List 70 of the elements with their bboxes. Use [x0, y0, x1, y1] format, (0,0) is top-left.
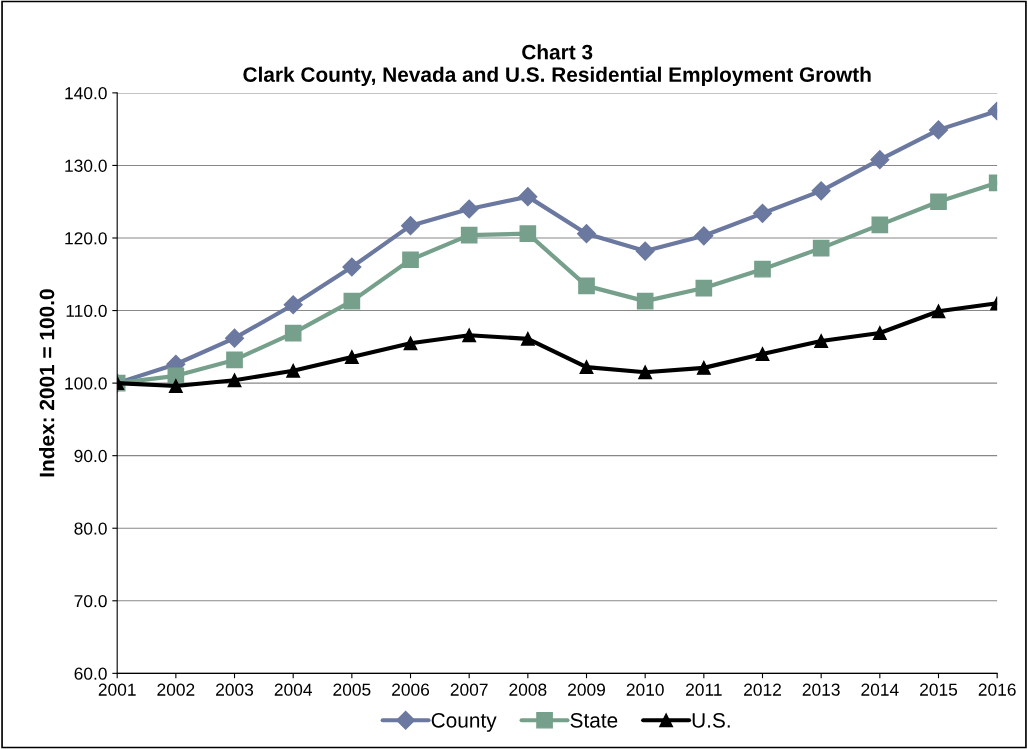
point — [400, 216, 421, 236]
point — [344, 350, 359, 364]
point — [286, 363, 301, 378]
x-tick-label: 2012 — [744, 683, 781, 696]
x-tick-label: 2006 — [392, 683, 430, 696]
point — [928, 120, 949, 140]
point — [459, 199, 479, 219]
y-tick-label: 110.0 — [66, 304, 107, 318]
point — [519, 225, 537, 242]
point — [811, 181, 831, 201]
point — [872, 326, 887, 340]
point — [460, 226, 478, 244]
point — [754, 260, 771, 278]
point — [227, 373, 242, 388]
point — [814, 334, 829, 348]
y-tick-label: 140.0 — [65, 87, 107, 100]
y-tick-label: 70.0 — [74, 594, 107, 608]
legend-label: County — [431, 712, 497, 732]
y-tick-label: 60.0 — [74, 667, 107, 680]
point — [579, 360, 594, 375]
point — [342, 257, 362, 277]
point — [518, 187, 538, 207]
x-tick-label: 2013 — [802, 683, 840, 696]
x-tick-label: 2005 — [333, 683, 371, 696]
x-tick-label: 2007 — [450, 683, 488, 696]
y-axis-title: Index: 2001 = 100.0 — [39, 289, 55, 477]
point — [696, 360, 711, 375]
x-tick-label: 2008 — [509, 683, 547, 696]
legend-label: State — [570, 712, 618, 728]
point — [343, 292, 361, 310]
x-tick-label: 2014 — [861, 683, 899, 696]
y-tick-label: 130.0 — [65, 159, 107, 172]
x-tick-label: 2016 — [978, 683, 1016, 696]
point — [168, 379, 183, 393]
y-tick-label: 100.0 — [65, 377, 107, 390]
point — [638, 365, 653, 380]
x-tick-label: 2009 — [568, 683, 605, 696]
point — [931, 304, 946, 319]
point — [224, 328, 245, 348]
y-tick-label: 90.0 — [74, 449, 107, 463]
point — [578, 277, 595, 295]
x-tick-label: 2004 — [274, 683, 312, 696]
point — [930, 193, 947, 211]
x-tick-label: 2015 — [920, 683, 958, 696]
x-tick-label: 2001 — [98, 683, 136, 696]
x-tick-label: 2002 — [157, 683, 195, 696]
chart-title: Chart 3 Clark County, Nevada and U.S. Residential Employment Growth — [243, 44, 871, 87]
point — [284, 324, 302, 342]
legend-label: U.S. — [692, 712, 730, 728]
point — [636, 292, 654, 310]
point — [520, 331, 535, 346]
point — [871, 216, 889, 234]
point — [752, 203, 773, 223]
point — [403, 336, 418, 351]
x-tick-label: 2003 — [216, 683, 254, 696]
y-tick-label: 120.0 — [65, 232, 107, 245]
point — [402, 251, 419, 269]
point — [755, 347, 770, 362]
x-tick-label: 2011 — [686, 683, 722, 696]
point — [462, 328, 477, 343]
point — [635, 241, 655, 261]
point — [695, 279, 713, 297]
point — [694, 226, 714, 246]
point — [226, 351, 243, 369]
point — [870, 150, 890, 170]
y-tick-label: 80.0 — [74, 522, 107, 535]
x-tick-label: 2010 — [626, 683, 664, 696]
point — [576, 224, 597, 244]
point — [812, 239, 830, 257]
point — [283, 295, 303, 315]
